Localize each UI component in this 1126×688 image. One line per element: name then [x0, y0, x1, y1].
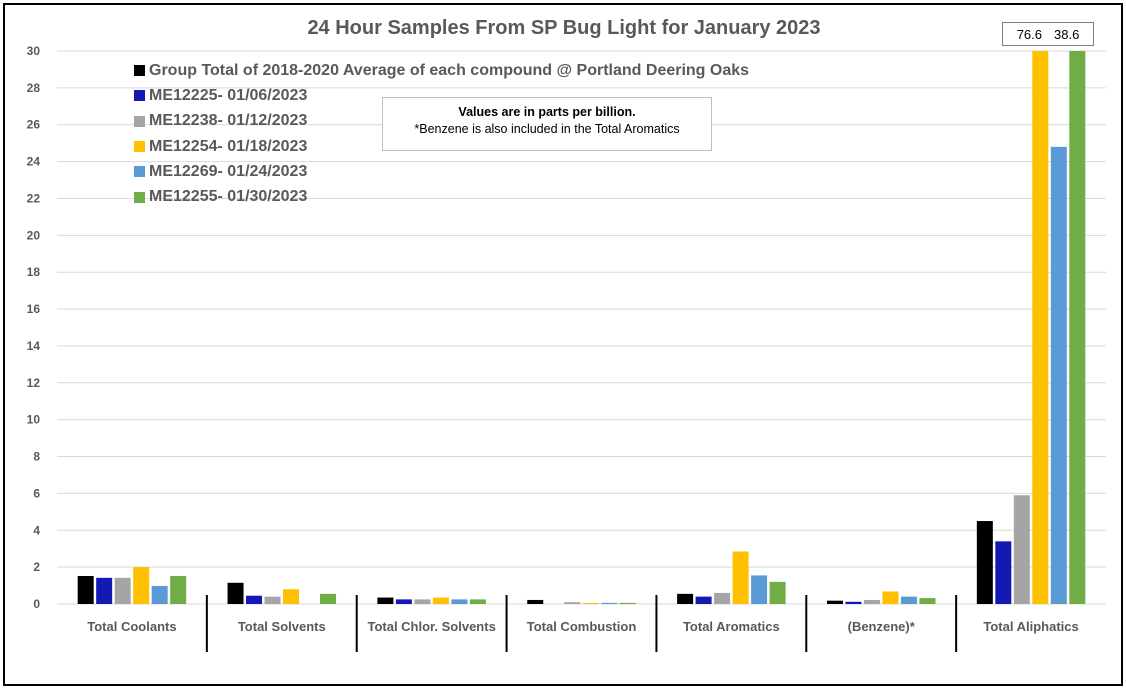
bar: [432, 597, 449, 604]
bar: [133, 567, 150, 604]
bar: [151, 585, 168, 604]
bar: [582, 603, 599, 604]
y-tick-label: 14: [27, 339, 41, 353]
y-tick-label: 2: [33, 560, 40, 574]
bar: [377, 597, 394, 604]
legend: Group Total of 2018-2020 Average of each…: [134, 58, 749, 210]
bar: [845, 601, 862, 604]
y-tick-label: 18: [27, 265, 41, 279]
bar: [732, 551, 749, 604]
bar: [900, 596, 917, 604]
y-tick-label: 22: [27, 191, 41, 205]
bar: [1013, 495, 1030, 604]
legend-item: ME12254- 01/18/2023: [134, 134, 749, 159]
chart-title: 24 Hour Samples From SP Bug Light for Ja…: [307, 17, 820, 39]
y-tick-label: 30: [27, 44, 41, 58]
bar: [170, 575, 187, 604]
bar: [264, 596, 281, 604]
x-tick-label: Total Aromatics: [683, 619, 780, 634]
legend-item: ME12255- 01/30/2023: [134, 184, 749, 209]
x-tick-label: Total Coolants: [87, 619, 176, 634]
legend-label: ME12254- 01/18/2023: [149, 137, 308, 155]
bar: [714, 592, 731, 604]
y-tick-label: 26: [27, 118, 41, 132]
y-tick-label: 24: [27, 155, 41, 169]
legend-item: ME12269- 01/24/2023: [134, 159, 749, 184]
x-tick-label: Total Solvents: [238, 619, 326, 634]
legend-swatch: [134, 65, 145, 77]
x-tick-label: Total Chlor. Solvents: [367, 619, 495, 634]
note-line-1: Values are in parts per billion.: [458, 105, 636, 119]
bar: [246, 595, 263, 604]
bar: [919, 598, 936, 604]
bar: [527, 599, 544, 604]
legend-label: ME12225- 01/06/2023: [149, 86, 308, 104]
y-tick-label: 0: [33, 597, 40, 611]
legend-item: Group Total of 2018-2020 Average of each…: [134, 58, 749, 83]
legend-item: ME12238- 01/12/2023: [134, 109, 749, 134]
bar: [283, 589, 300, 604]
y-tick-label: 16: [27, 302, 41, 316]
bar: [77, 575, 94, 604]
bar: [882, 591, 899, 604]
legend-swatch: [134, 115, 145, 127]
bar: [114, 577, 131, 604]
bar: [601, 602, 618, 604]
bar: [96, 577, 113, 604]
bar: [1069, 51, 1086, 604]
bar: [677, 593, 694, 604]
bar: [863, 599, 880, 604]
bar: [395, 599, 412, 604]
chart-frame: [3, 3, 1123, 686]
legend-label: ME12238- 01/12/2023: [149, 112, 308, 130]
y-tick-label: 28: [27, 81, 41, 95]
bar: [619, 602, 636, 604]
y-tick-label: 6: [33, 486, 40, 500]
bar: [826, 600, 843, 604]
legend-swatch: [134, 166, 145, 178]
x-tick-label: Total Combustion: [527, 619, 637, 634]
note-line-2: *Benzene is also included in the Total A…: [414, 122, 680, 136]
note-box: Values are in parts per billion. *Benzen…: [382, 97, 712, 151]
x-tick-label: Total Aliphatics: [983, 619, 1078, 634]
legend-swatch: [134, 90, 145, 102]
bar: [227, 582, 244, 604]
offscale-values-label: 76.6 38.6: [1002, 22, 1094, 46]
legend-swatch: [134, 141, 145, 153]
legend-label: ME12255- 01/30/2023: [149, 188, 308, 206]
bar: [995, 541, 1012, 604]
bar: [414, 599, 431, 604]
y-tick-label: 8: [33, 450, 40, 464]
offscale-value-2: 38.6: [1054, 26, 1080, 42]
bar: [1032, 51, 1049, 604]
bar: [564, 602, 581, 604]
bar: [976, 521, 993, 604]
legend-item: ME12225- 01/06/2023: [134, 83, 749, 108]
y-tick-label: 20: [27, 228, 41, 242]
bar: [769, 581, 786, 604]
bar: [751, 575, 768, 604]
bar: [469, 599, 486, 604]
y-tick-label: 4: [33, 523, 40, 537]
x-tick-label: (Benzene)*: [848, 619, 916, 634]
legend-label: Group Total of 2018-2020 Average of each…: [149, 61, 750, 79]
bar: [451, 599, 468, 604]
bar: [1050, 146, 1067, 604]
y-tick-label: 12: [27, 376, 41, 390]
legend-swatch: [134, 191, 145, 203]
y-tick-label: 10: [27, 413, 41, 427]
bar: [695, 596, 712, 604]
legend-label: ME12269- 01/24/2023: [149, 162, 308, 180]
offscale-value-1: 76.6: [1016, 26, 1042, 42]
bar: [320, 593, 337, 604]
